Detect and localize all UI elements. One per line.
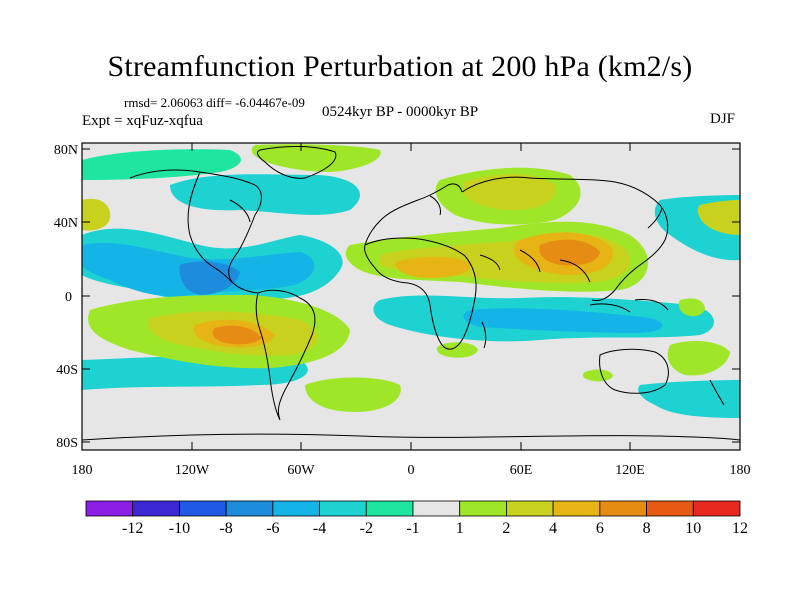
colorbar-swatch-11 [599,500,647,517]
colorbar-label-3: -6 [266,520,279,537]
coast-south-america [255,289,316,421]
colorbar-swatch-4 [272,500,320,517]
lat-label-40s: 40S [56,363,78,378]
pos-band-south-atlantic [305,377,401,412]
colorbar-swatch-7 [412,500,461,517]
colorbar-label-13: 12 [732,520,748,537]
time-period-label: 0524kyr BP - 0000kyr BP [322,104,479,120]
pos-band-greenland [251,144,381,172]
pos-band-south-pacific-east [667,340,730,376]
coast-indonesia [589,299,669,313]
pos-band-east-edge [697,200,740,235]
rmsd-diff-stats: rmsd= 2.06063 diff= -6.04467e-09 [124,95,305,110]
lon-label-120w: 120W [175,463,210,478]
colorbar-label-9: 4 [549,520,557,537]
lon-label-180w: 180 [72,463,93,478]
pos-band-south-indian [436,342,478,358]
colorbar-swatch-13 [692,500,741,517]
colorbar-swatch-5 [319,500,367,517]
colorbar-label-2: -8 [219,520,232,537]
contour-shading [82,144,740,418]
colorbar-labels: -12 -10 -8 -6 -4 -2 -1 1 2 4 6 8 10 12 [122,520,748,537]
colorbar-swatch-3 [225,500,274,517]
season-label: DJF [710,111,736,127]
pos-core-north-asia [462,174,556,210]
lon-label-60e: 60E [510,463,533,478]
coast-australia [599,348,669,394]
lat-label-80n: 80N [54,143,78,158]
coast-greenland [257,145,337,179]
colorbar-label-4: -4 [313,520,326,537]
lon-ticks [81,143,741,450]
colorbar-label-6: -1 [406,520,419,537]
pos-center-sw-atlantic [212,325,262,345]
colorbar-label-10: 6 [596,520,604,537]
coastlines [82,145,740,441]
coast-africa [364,237,477,350]
coast-new-zealand [709,379,725,406]
lon-label-120e: 120E [615,463,645,478]
experiment-label: Expt = xqFuz-xqfua [82,113,203,129]
colorbar-label-1: -10 [169,520,190,537]
coast-north-america [129,169,262,294]
figure-title: Streamfunction Perturbation at 200 hPa (… [107,50,693,83]
lon-label-180e: 180 [730,463,751,478]
coast-antarctica [82,433,740,441]
coast-asia [461,176,669,301]
colorbar-swatch-12 [646,500,694,517]
lon-label-0: 0 [408,463,415,478]
lat-label-40n: 40N [54,216,78,231]
lat-label-80s: 80S [56,436,78,451]
pos-center-asia [539,239,600,266]
lat-label-0: 0 [65,290,72,305]
pos-core-africa [395,256,471,278]
neg-band-atlantic [170,174,360,215]
lon-label-60w: 60W [287,463,315,478]
colorbar-swatch-6 [365,500,414,517]
pos-band-se-pacific [678,298,705,317]
neg-inner-indian [463,308,663,333]
neg-band-west-edge [82,198,111,231]
colorbar-swatch-9 [506,500,554,517]
coast-europe [364,183,463,246]
colorbar-swatch-1 [132,500,180,517]
coast-madagascar [481,321,487,349]
colorbar-label-8: 2 [502,520,510,537]
colorbar-swatch-8 [459,500,507,517]
coast-japan [647,207,663,229]
colorbar-swatch-2 [179,500,227,517]
colorbar-label-7: 1 [456,520,464,537]
neg-core-pacific [179,261,240,295]
pos-band-south-indian-2 [582,369,613,382]
colorbar-swatch-10 [552,500,601,517]
colorbar-swatch-0 [85,500,134,517]
colorbar-label-11: 8 [643,520,651,537]
colorbar [85,500,741,517]
lat-ticks [82,148,740,443]
colorbar-label-0: -12 [122,520,143,537]
colorbar-label-12: 10 [685,520,701,537]
colorbar-label-5: -2 [360,520,373,537]
